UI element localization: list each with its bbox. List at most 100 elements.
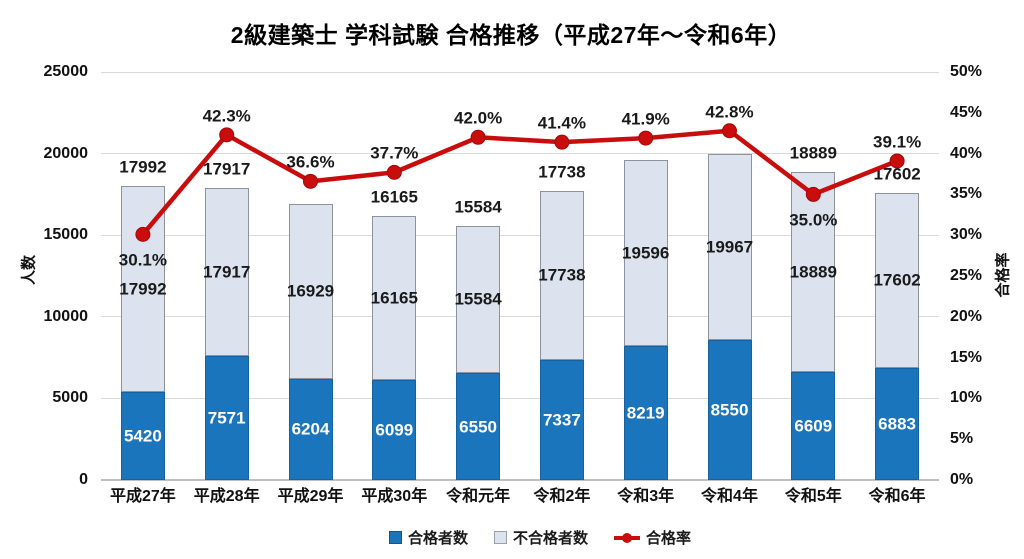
- pass-bar-segment: [875, 367, 920, 480]
- category-label: 令和2年: [533, 488, 591, 505]
- fail-bar-segment: [456, 225, 501, 374]
- rate-point: [722, 123, 737, 139]
- category-label: 令和4年: [701, 488, 758, 505]
- right-axis-tick: 20%: [950, 307, 983, 325]
- pass-bar-segment: [456, 373, 501, 480]
- total-label-mid: 16165: [370, 288, 418, 308]
- right-axis-tick: 0%: [950, 471, 974, 488]
- legend-label-fail: 不合格者数: [512, 530, 588, 547]
- right-axis-tick: 30%: [950, 226, 983, 244]
- total-label-mid: 15584: [454, 289, 502, 309]
- total-label-top: 17738: [538, 162, 586, 182]
- pass-bar-segment: [707, 340, 752, 480]
- gridline: [101, 71, 939, 73]
- rate-point-label: 41.9%: [621, 109, 670, 129]
- pass-count-label: 5420: [123, 426, 162, 446]
- right-axis-tick: 10%: [950, 389, 983, 407]
- gridline: [101, 397, 939, 399]
- right-axis-tick: 25%: [950, 267, 983, 284]
- total-label-mid: 16929: [286, 281, 335, 301]
- fail-swatch-icon: [493, 531, 507, 544]
- total-label-mid: 17917: [203, 262, 251, 282]
- legend-label-pass: 合格者数: [407, 530, 468, 547]
- right-axis-tick: 45%: [950, 103, 983, 121]
- left-axis-tick: 5000: [52, 389, 88, 407]
- pass-bar-segment: [372, 380, 417, 480]
- total-label-top: 16165: [370, 187, 418, 207]
- right-axis-tick: 35%: [950, 185, 983, 203]
- pass-count-label: 8550: [710, 400, 749, 420]
- left-axis-tick: 10000: [43, 307, 89, 325]
- pass-count-label: 6609: [794, 416, 833, 436]
- pass-bar-segment: [204, 356, 249, 480]
- rate-point: [303, 173, 318, 189]
- right-axis-tick: 5%: [950, 430, 974, 448]
- category-label: 令和6年: [868, 488, 926, 505]
- right-axis-tick: 50%: [950, 63, 983, 80]
- pass-bar-segment: [623, 345, 668, 480]
- pass-count-label: 6099: [375, 420, 414, 440]
- total-label-mid: 19596: [622, 243, 670, 263]
- category-label: 令和元年: [446, 488, 511, 505]
- rate-line: [140, 128, 900, 237]
- total-label-top: 15584: [454, 197, 502, 217]
- category-label: 平成29年: [277, 488, 344, 505]
- left-axis-tick: 25000: [43, 63, 89, 80]
- right-axis-tick: 40%: [950, 144, 983, 162]
- pass-bar-segment: [791, 372, 836, 480]
- gridline: [101, 316, 939, 318]
- rate-point: [554, 134, 570, 150]
- fail-bar-segment: [372, 216, 417, 381]
- pass-count-label: 8219: [626, 403, 665, 423]
- legend: 合格者数 不合格者数 合格率: [28, 527, 1024, 548]
- total-label-top: 18889: [789, 143, 837, 163]
- category-label: 平成27年: [109, 488, 176, 505]
- legend-label-rate: 合格率: [646, 530, 692, 547]
- legend-item-rate: 合格率: [614, 527, 691, 548]
- category-label: 平成28年: [193, 488, 260, 505]
- rate-point-label: 36.6%: [286, 152, 335, 172]
- total-label-top: 17917: [203, 159, 251, 179]
- total-label-top: 17992: [119, 157, 167, 177]
- pass-count-label: 6204: [291, 419, 330, 439]
- rate-point-label: 30.1%: [118, 250, 167, 270]
- rate-point-label: 37.7%: [370, 143, 419, 163]
- total-label-mid: 17602: [873, 270, 921, 290]
- rate-point: [219, 127, 235, 143]
- pass-count-label: 6883: [878, 414, 917, 434]
- total-label-mid: 18889: [789, 262, 837, 282]
- rate-line-marker-icon: [614, 532, 640, 543]
- left-axis-tick: 20000: [43, 144, 89, 162]
- rate-point-label: 35.0%: [789, 210, 838, 230]
- total-label-mid: 17738: [538, 265, 586, 285]
- pass-swatch-icon: [388, 531, 402, 544]
- x-axis-line: [101, 479, 939, 481]
- total-label-top: 17602: [873, 164, 921, 184]
- pass-count-label: 7571: [207, 408, 246, 428]
- rate-point-label: 42.3%: [202, 106, 251, 126]
- pass-count-label: 7337: [542, 410, 581, 430]
- total-label-mid: 17992: [119, 279, 167, 299]
- left-axis-tick: 15000: [43, 226, 89, 244]
- rate-point: [470, 129, 486, 145]
- rate-point-label: 42.8%: [705, 102, 754, 122]
- rate-point: [386, 164, 402, 180]
- pass-bar-segment: [288, 378, 333, 480]
- total-label-mid: 19967: [705, 237, 754, 257]
- pass-bar-segment: [120, 391, 165, 480]
- rate-point-label: 39.1%: [872, 132, 922, 152]
- legend-item-fail: 不合格者数: [493, 527, 588, 548]
- chart-title: 2級建築士 学科試験 合格推移（平成27年～令和6年）: [230, 22, 792, 48]
- rate-point-label: 42.0%: [453, 108, 503, 128]
- category-label: 令和3年: [617, 488, 675, 505]
- pass-count-label: 6550: [459, 417, 498, 437]
- left-axis-tick: 0: [79, 471, 88, 488]
- rate-point: [638, 130, 654, 146]
- category-label: 平成30年: [361, 488, 428, 505]
- category-label: 令和5年: [784, 488, 842, 505]
- legend-item-pass: 合格者数: [388, 527, 468, 548]
- pass-bar-segment: [539, 360, 584, 480]
- rate-point-label: 41.4%: [537, 113, 586, 133]
